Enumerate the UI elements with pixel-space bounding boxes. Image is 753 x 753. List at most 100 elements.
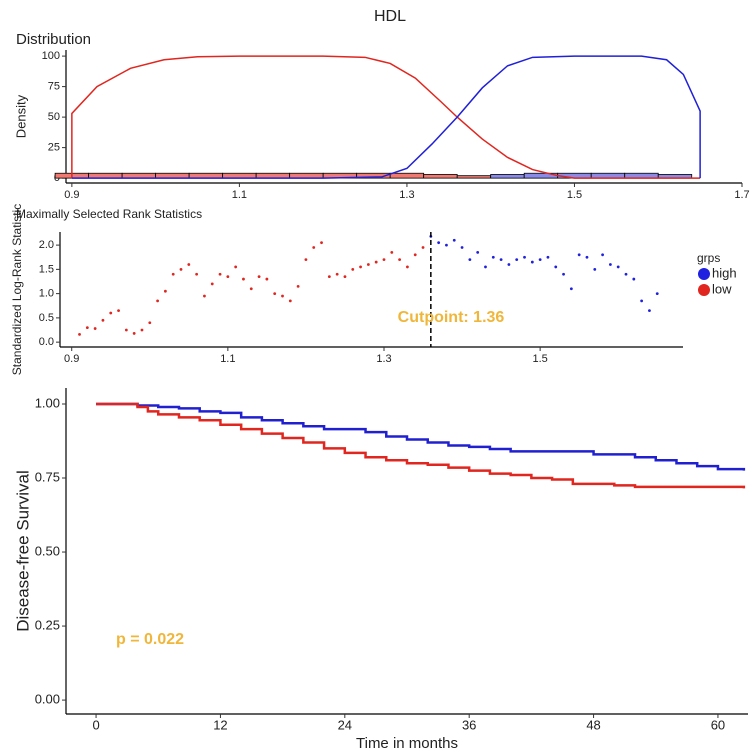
x-tick-label: 1.3 bbox=[376, 353, 391, 365]
y-tick-label: 75 bbox=[48, 81, 60, 93]
y-tick-label: 0.5 bbox=[39, 312, 54, 324]
point bbox=[242, 277, 245, 281]
panel-title: Distribution bbox=[16, 31, 91, 48]
y-axis-label: Standardized Log-Rank Statistic bbox=[10, 204, 24, 375]
point bbox=[296, 284, 300, 288]
point bbox=[335, 272, 339, 276]
point bbox=[632, 277, 636, 281]
point bbox=[374, 260, 378, 264]
point bbox=[132, 332, 136, 335]
point bbox=[476, 250, 480, 254]
point bbox=[655, 292, 659, 296]
x-tick-label: 1.1 bbox=[220, 353, 235, 365]
point bbox=[327, 275, 331, 279]
density-line bbox=[71, 55, 701, 179]
histogram-bar bbox=[389, 172, 425, 179]
point bbox=[234, 265, 238, 269]
y-tick-label: 1.5 bbox=[39, 263, 54, 275]
point bbox=[78, 332, 81, 336]
x-tick-label: 48 bbox=[586, 717, 600, 732]
histogram-bar bbox=[423, 174, 458, 179]
point bbox=[577, 253, 581, 257]
point bbox=[538, 258, 542, 262]
legend-swatch bbox=[698, 268, 710, 280]
y-tick-label: 1.00 bbox=[35, 395, 60, 410]
point bbox=[562, 272, 565, 276]
x-tick-label: 1.1 bbox=[232, 189, 247, 201]
point bbox=[640, 299, 644, 303]
x-tick-label: 1.7 bbox=[734, 189, 749, 201]
x-tick-label: 1.3 bbox=[399, 189, 414, 201]
point bbox=[195, 272, 199, 276]
point bbox=[187, 263, 191, 266]
panel-title: Maximally Selected Rank Statistics bbox=[16, 207, 202, 221]
legend-swatch bbox=[698, 284, 710, 296]
y-tick-label: 50 bbox=[48, 111, 60, 123]
point bbox=[406, 265, 409, 269]
point bbox=[601, 253, 604, 257]
point bbox=[507, 263, 511, 266]
point bbox=[179, 267, 183, 271]
x-tick-label: 1.5 bbox=[567, 189, 582, 201]
x-tick-label: 24 bbox=[338, 717, 352, 732]
point bbox=[585, 255, 589, 259]
point bbox=[343, 275, 347, 279]
point bbox=[460, 246, 464, 249]
point bbox=[366, 263, 370, 266]
y-tick-label: 25 bbox=[48, 142, 60, 154]
point bbox=[101, 318, 105, 322]
y-tick-label: 2.0 bbox=[39, 239, 54, 251]
point bbox=[437, 241, 441, 245]
point bbox=[288, 299, 292, 303]
point bbox=[359, 265, 362, 269]
point bbox=[85, 326, 89, 329]
survival-curve bbox=[96, 402, 746, 471]
point bbox=[445, 243, 448, 247]
point bbox=[163, 289, 167, 293]
point bbox=[499, 258, 503, 262]
x-tick-label: 0.9 bbox=[64, 353, 79, 365]
point bbox=[569, 287, 573, 291]
point bbox=[273, 292, 277, 296]
x-axis-label: Time in months bbox=[356, 735, 458, 752]
point bbox=[452, 238, 456, 242]
point bbox=[546, 255, 550, 259]
point bbox=[320, 241, 323, 245]
point bbox=[468, 258, 472, 262]
legend-label: high bbox=[712, 265, 737, 280]
x-tick-label: 60 bbox=[711, 717, 725, 732]
point bbox=[421, 246, 425, 249]
y-tick-label: 0.00 bbox=[35, 692, 60, 707]
y-tick-label: 0.75 bbox=[35, 469, 60, 484]
y-tick-label: 0.25 bbox=[35, 617, 60, 632]
point bbox=[530, 260, 534, 264]
y-axis-label: Disease-free Survival bbox=[13, 470, 32, 632]
histogram-bar bbox=[456, 175, 492, 179]
point bbox=[398, 258, 402, 262]
point bbox=[554, 265, 558, 269]
point bbox=[93, 327, 97, 330]
point bbox=[257, 275, 261, 279]
y-axis-label: Density bbox=[13, 94, 28, 138]
point bbox=[593, 267, 597, 271]
point bbox=[171, 272, 175, 276]
y-tick-label: 0.0 bbox=[39, 336, 54, 348]
figure-title: HDL bbox=[374, 8, 406, 25]
point bbox=[484, 265, 487, 269]
point bbox=[390, 250, 394, 254]
y-tick-label: 1.0 bbox=[39, 288, 54, 300]
legend-title: grps bbox=[697, 251, 720, 265]
p-value-annotation: p = 0.022 bbox=[116, 631, 184, 648]
point bbox=[515, 258, 519, 262]
point bbox=[203, 294, 206, 298]
point bbox=[312, 246, 316, 249]
point bbox=[304, 258, 308, 262]
point bbox=[608, 263, 612, 266]
point bbox=[109, 311, 113, 315]
point bbox=[281, 294, 284, 298]
point bbox=[124, 328, 128, 332]
point bbox=[156, 299, 159, 303]
point bbox=[218, 272, 222, 276]
point bbox=[491, 255, 495, 259]
